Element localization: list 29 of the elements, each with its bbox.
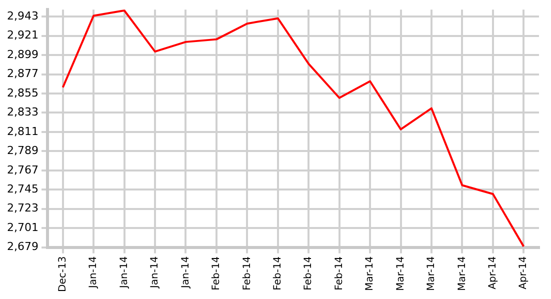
x-tick-label: Mar-14 <box>456 256 468 291</box>
x-tick-label: Mar-14 <box>395 256 406 291</box>
y-tick-label: 2,943 <box>6 9 38 22</box>
x-tick-label: Jan-14 <box>180 256 192 290</box>
x-tick-label: Apr-14 <box>488 256 499 290</box>
x-tick-label: Mar-14 <box>426 256 438 291</box>
y-tick-label: 2,745 <box>6 182 38 196</box>
x-tick-label: Jan-14 <box>88 256 100 290</box>
y-tick-label: 2,833 <box>6 106 38 119</box>
x-tick-label: Apr-14 <box>518 256 530 290</box>
y-tick-label: 2,789 <box>6 144 38 158</box>
y-tick-label: 2,899 <box>6 48 38 61</box>
x-tick-label: Feb-14 <box>272 256 284 290</box>
x-tick-label: Mar-14 <box>364 256 376 291</box>
y-tick-label: 2,877 <box>6 67 38 80</box>
x-tick-label: Feb-14 <box>303 256 314 290</box>
y-tick-label: 2,701 <box>6 220 38 234</box>
y-tick-label: 2,679 <box>6 240 38 254</box>
y-tick-label: 2,921 <box>6 28 38 42</box>
x-tick-label: Feb-14 <box>334 256 345 290</box>
y-tick-label: 2,767 <box>6 163 38 176</box>
y-tick-label: 2,723 <box>6 202 38 215</box>
y-tick-label: 2,811 <box>6 124 38 138</box>
x-tick-label: Feb-14 <box>242 256 253 290</box>
x-tick-label: Feb-14 <box>211 256 222 290</box>
y-tick-label: 2,855 <box>6 86 38 100</box>
x-tick-label: Jan-14 <box>118 256 130 290</box>
x-tick-label: Jan-14 <box>150 256 161 290</box>
x-tick-label: Dec-13 <box>57 256 68 292</box>
